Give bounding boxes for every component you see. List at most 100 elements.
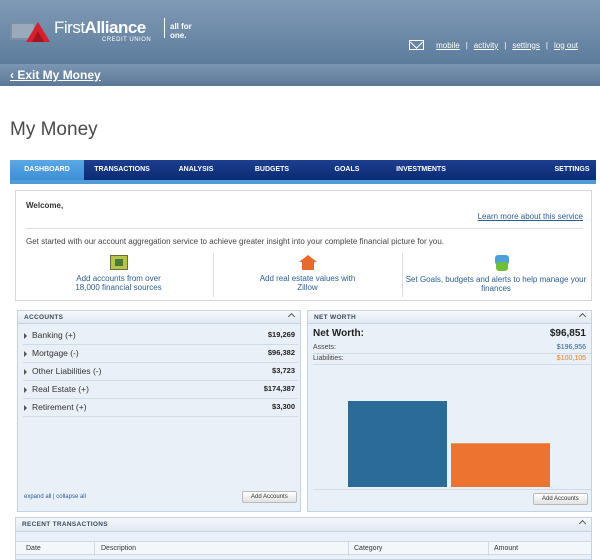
logo-flag-icon	[10, 22, 50, 42]
column-divider	[348, 542, 349, 556]
tab-budgets[interactable]: BUDGETS	[254, 166, 290, 173]
page-title: My Money	[10, 119, 98, 140]
link-settings[interactable]: settings	[512, 40, 540, 50]
feature-line: 18,000 financial sources	[75, 283, 162, 292]
feature-add-accounts[interactable]: Add accounts from over 18,000 financial …	[26, 255, 211, 295]
account-row-banking[interactable]: Banking (+) $19,269	[23, 327, 298, 345]
brand-tagline: all for one.	[170, 22, 192, 40]
divider	[213, 253, 214, 297]
account-label: Other Liabilities (-)	[32, 366, 102, 376]
column-date[interactable]: Date	[26, 545, 41, 552]
expand-arrow-icon	[24, 369, 27, 375]
learn-more-link[interactable]: Learn more about this service	[477, 212, 583, 221]
chat-bubble-green	[496, 262, 508, 271]
expand-arrow-icon	[24, 387, 27, 393]
divider	[313, 364, 591, 365]
exit-my-money-link[interactable]: ‹ Exit My Money	[10, 68, 101, 82]
divider	[402, 253, 403, 297]
site-header: FirstAlliance CREDIT UNION all for one. …	[0, 0, 600, 64]
feature-line: Add accounts from over	[76, 274, 161, 283]
accounts-panel: ACCOUNTS Banking (+) $19,269 Mortgage (-…	[17, 310, 301, 512]
link-separator: |	[465, 40, 468, 50]
chevron-up-icon[interactable]	[578, 519, 587, 528]
bar-assets[interactable]	[348, 401, 447, 487]
account-value: $3,723	[272, 366, 295, 375]
brand-name: FirstAlliance	[54, 18, 146, 37]
expand-arrow-icon	[24, 405, 27, 411]
exit-label: Exit My Money	[17, 68, 101, 82]
brand-logo[interactable]: FirstAlliance CREDIT UNION all for one.	[10, 16, 200, 43]
expand-collapse-links: expand all | collapse all	[24, 494, 86, 500]
link-log-out[interactable]: log out	[553, 40, 578, 50]
top-links: mobile | activity | settings | log out	[409, 40, 578, 50]
tab-investments[interactable]: INVESTMENTS	[396, 166, 446, 173]
accounts-title: ACCOUNTS	[24, 314, 64, 321]
recent-transactions-panel: RECENT TRANSACTIONS Date Description Cat…	[15, 517, 592, 560]
divider	[26, 228, 583, 229]
net-worth-total: $96,851	[549, 328, 586, 339]
column-description[interactable]: Description	[101, 545, 137, 552]
mail-icon[interactable]	[409, 40, 425, 50]
assets-value: $196,956	[556, 344, 586, 351]
brand-subtitle: CREDIT UNION	[102, 37, 152, 43]
recent-transactions-title: RECENT TRANSACTIONS	[22, 521, 108, 528]
net-worth-panel-header: NET WORTH	[308, 311, 591, 324]
expand-arrow-icon	[24, 333, 27, 339]
tab-goals[interactable]: GOALS	[334, 166, 360, 173]
tab-transactions[interactable]: TRANSACTIONS	[94, 166, 150, 173]
feature-real-estate[interactable]: Add real estate values with Zillow	[215, 255, 400, 295]
accounts-icon	[109, 255, 128, 270]
account-label: Real Estate (+)	[32, 384, 89, 394]
add-accounts-button[interactable]: Add Accounts	[533, 493, 588, 505]
account-row-retirement[interactable]: Retirement (+) $3,300	[23, 399, 298, 417]
chat-bubble-blue	[495, 255, 509, 265]
table-header: Date Description Category Amount	[16, 541, 591, 556]
divider	[313, 353, 591, 354]
feature-line: Set Goals, budgets and alerts to help ma…	[405, 275, 587, 284]
welcome-title: Welcome,	[26, 201, 64, 210]
account-label: Banking (+)	[32, 330, 76, 340]
feature-line: Add real estate values with	[259, 274, 356, 283]
collapse-all-link[interactable]: collapse all	[56, 494, 86, 500]
house-icon	[298, 255, 317, 262]
feature-line: finances	[481, 284, 511, 293]
divider	[313, 489, 591, 490]
net-worth-title: NET WORTH	[314, 314, 357, 321]
column-category[interactable]: Category	[354, 545, 383, 552]
account-row-mortgage[interactable]: Mortgage (-) $96,382	[23, 345, 298, 363]
tab-settings[interactable]: SETTINGS	[554, 166, 590, 173]
account-label: Mortgage (-)	[32, 348, 79, 358]
column-divider	[488, 542, 489, 556]
link-activity[interactable]: activity	[473, 40, 499, 50]
expand-all-link[interactable]: expand all	[24, 494, 52, 500]
expand-arrow-icon	[24, 351, 27, 357]
link-separator: |	[545, 40, 548, 50]
liabilities-value: $100,105	[556, 355, 586, 362]
net-worth-chart	[348, 401, 550, 487]
account-value: $3,300	[272, 402, 295, 411]
column-amount[interactable]: Amount	[494, 545, 519, 552]
account-row-real-estate[interactable]: Real Estate (+) $174,387	[23, 381, 298, 399]
assets-label: Assets:	[313, 344, 336, 351]
bar-liabilities[interactable]	[451, 443, 550, 487]
liabilities-label: Liabilities:	[313, 355, 344, 362]
welcome-panel: Welcome, Learn more about this service G…	[15, 190, 592, 301]
link-separator: |	[504, 40, 507, 50]
account-label: Retirement (+)	[32, 402, 87, 412]
link-mobile[interactable]: mobile	[436, 40, 460, 50]
feature-goals[interactable]: Set Goals, budgets and alerts to help ma…	[402, 255, 590, 295]
net-worth-panel: NET WORTH Net Worth: $96,851 Assets: $19…	[307, 310, 592, 512]
tab-analysis[interactable]: ANALYSIS	[178, 166, 214, 173]
tab-dashboard[interactable]: DASHBOARD	[10, 160, 84, 180]
chevron-up-icon[interactable]	[287, 312, 296, 321]
account-value: $96,382	[267, 348, 295, 357]
main-nav: DASHBOARD TRANSACTIONS ANALYSIS BUDGETS …	[10, 160, 596, 184]
exit-bar: ‹ Exit My Money	[0, 64, 600, 86]
account-row-other-liabilities[interactable]: Other Liabilities (-) $3,723	[23, 363, 298, 381]
add-accounts-button[interactable]: Add Accounts	[242, 491, 297, 503]
feature-line: Zillow	[297, 283, 318, 292]
column-divider	[94, 542, 95, 556]
chevron-up-icon[interactable]	[578, 312, 587, 321]
logo-divider	[164, 18, 165, 38]
net-worth-label: Net Worth:	[313, 328, 364, 339]
